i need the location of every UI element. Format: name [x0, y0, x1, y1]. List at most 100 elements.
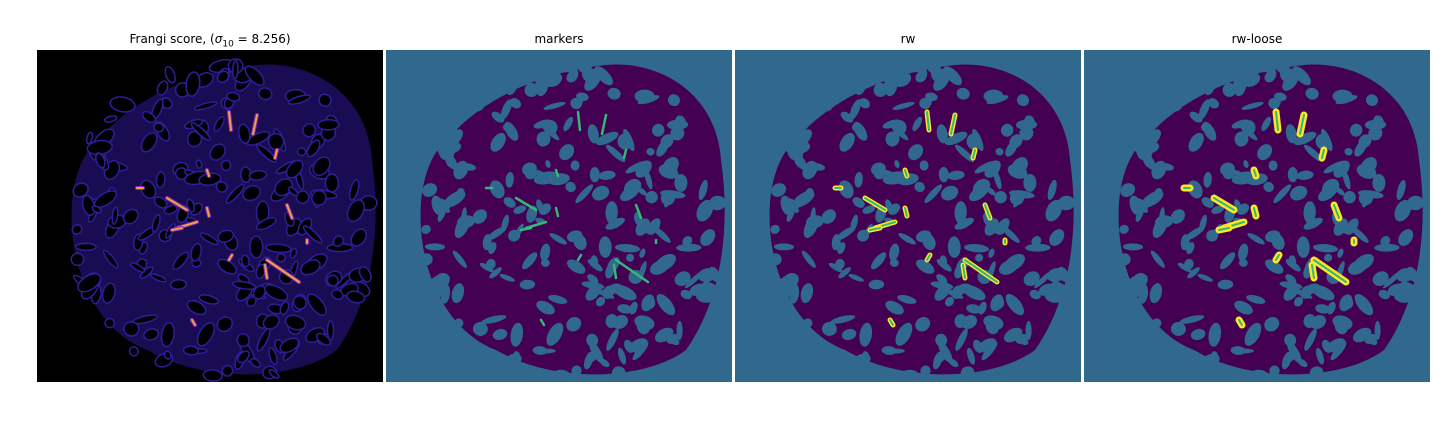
tissue-hole	[944, 131, 968, 146]
tissue-hole	[199, 232, 219, 246]
tissue-hole	[443, 190, 466, 208]
tissue-hole	[894, 160, 900, 169]
tissue-hole	[802, 115, 815, 123]
tissue-hole	[1250, 369, 1269, 382]
vessel-segment-core	[1311, 264, 1315, 279]
tissue-hole	[915, 259, 935, 274]
tissue-hole	[592, 185, 610, 201]
tissue-hole	[908, 144, 924, 161]
tissue-hole	[1016, 94, 1030, 107]
tissue-hole	[276, 252, 286, 263]
tissue-hole	[1264, 71, 1276, 83]
tissue-hole	[513, 205, 527, 214]
tissue-hole	[492, 328, 508, 341]
tissue-hole	[682, 235, 693, 247]
tissue-hole	[1157, 96, 1183, 112]
vessel-marker	[612, 263, 618, 280]
tissue-hole	[954, 201, 967, 224]
tissue-hole	[437, 208, 446, 222]
tissue-hole	[503, 197, 516, 208]
tissue-hole	[287, 94, 312, 105]
tissue-hole	[956, 87, 970, 100]
tissue-hole	[130, 262, 146, 273]
tissue-hole	[160, 321, 175, 348]
tissue-hole	[1044, 291, 1063, 303]
tissue-hole	[784, 132, 791, 144]
vessel-response-core	[171, 227, 183, 231]
tissue-hole	[590, 255, 599, 267]
tissue-hole	[1211, 205, 1225, 214]
tissue-hole	[966, 304, 982, 314]
tissue-hole	[587, 274, 599, 284]
tissue-hole	[532, 346, 548, 355]
tissue-hole	[1203, 172, 1212, 188]
tissue-hole	[306, 293, 327, 316]
tissue-hole	[1290, 185, 1308, 201]
tissue-hole	[1374, 243, 1400, 252]
tissue-hole	[1220, 252, 1236, 270]
tissue-hole	[1269, 365, 1280, 377]
tissue-hole	[670, 126, 685, 141]
tissue-hole	[1363, 333, 1378, 346]
tissue-hole	[149, 273, 167, 283]
tissue-hole	[586, 350, 599, 363]
vessel-response-core	[252, 114, 258, 135]
tissue-hole	[1347, 259, 1367, 275]
tissue-hole	[1340, 295, 1354, 310]
rw-loose-image	[1084, 50, 1430, 382]
tissue-hole	[966, 133, 982, 150]
tissue-hole	[666, 119, 689, 130]
tissue-hole	[898, 233, 916, 245]
tissue-hole	[586, 333, 599, 347]
tissue-hole	[487, 226, 506, 241]
tissue-hole	[599, 358, 610, 368]
tissue-hole	[186, 198, 196, 213]
tissue-hole	[1234, 131, 1249, 147]
tissue-hole	[790, 205, 800, 213]
tissue-hole	[1321, 178, 1340, 196]
tissue-hole	[262, 314, 280, 330]
tissue-hole	[479, 262, 494, 273]
tissue-hole	[915, 317, 931, 332]
tissue-hole	[505, 172, 514, 188]
tissue-hole	[1287, 166, 1298, 183]
tissue-hole	[1368, 126, 1383, 141]
vessel-segment-core	[889, 319, 894, 326]
tissue-hole	[1009, 190, 1025, 206]
tissue-hole	[617, 133, 633, 150]
tissue-hole	[315, 332, 332, 346]
tissue-hole	[240, 254, 250, 268]
tissue-hole	[1393, 291, 1412, 303]
tissue-hole	[558, 59, 583, 73]
tissue-hole	[350, 228, 368, 247]
tissue-hole	[962, 284, 986, 301]
tissue-hole	[1256, 59, 1281, 73]
tissue-hole	[780, 195, 793, 216]
tissue-hole	[862, 205, 876, 214]
tissue-hole	[1315, 304, 1331, 314]
tissue-hole	[75, 242, 97, 252]
tissue-hole	[536, 300, 555, 315]
tissue-hole	[925, 92, 938, 102]
tissue-hole	[935, 350, 948, 363]
tissue-hole	[566, 259, 586, 274]
tissue-hole	[1264, 317, 1280, 332]
tissue-hole	[1152, 318, 1162, 328]
tissue-hole	[1274, 92, 1287, 102]
tissue-hole	[995, 147, 1004, 156]
tissue-hole	[225, 183, 245, 204]
tissue-hole	[1284, 333, 1297, 347]
tissue-hole	[1374, 320, 1381, 341]
tissue-hole	[540, 258, 550, 267]
tissue-hole	[1208, 98, 1219, 109]
vessel-segment-core	[904, 169, 908, 177]
tissue-hole	[182, 345, 200, 356]
tissue-hole	[1304, 328, 1317, 351]
tissue-hole	[1360, 157, 1377, 176]
tissue-hole	[155, 171, 166, 189]
tissue-hole	[1141, 190, 1164, 208]
tissue-hole	[95, 152, 106, 169]
tissue-hole	[71, 224, 83, 235]
tissue-hole	[871, 252, 887, 270]
tissue-hole	[634, 315, 655, 330]
